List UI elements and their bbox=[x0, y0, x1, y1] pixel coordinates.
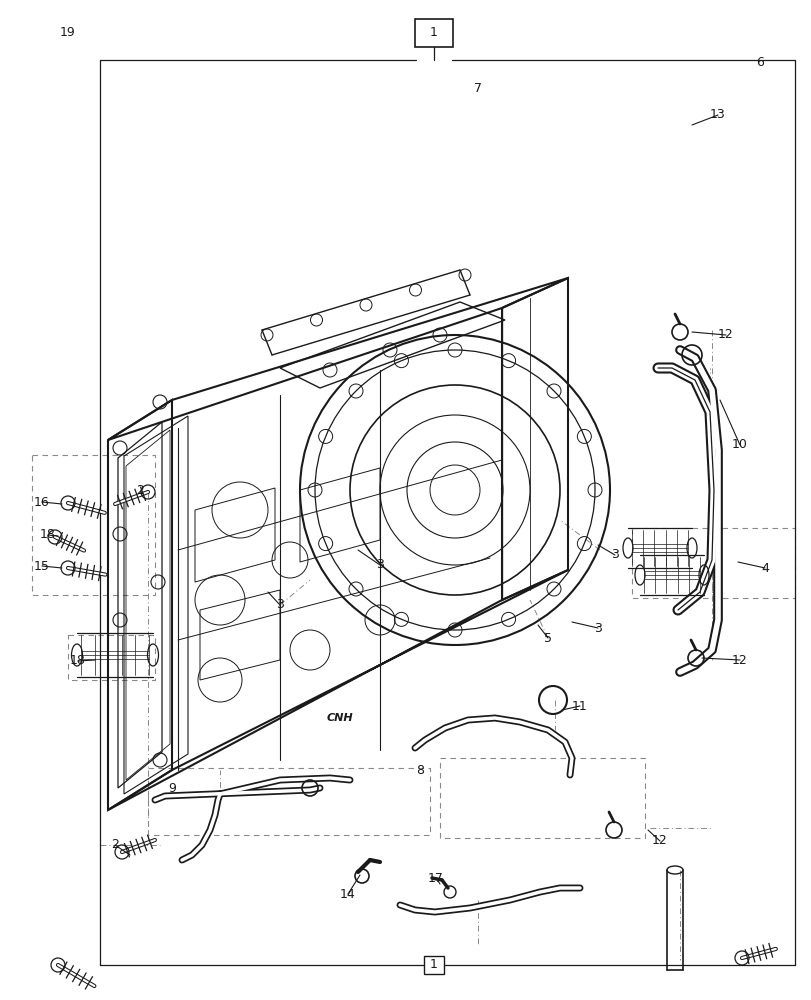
Text: 19: 19 bbox=[60, 25, 75, 38]
Text: 5: 5 bbox=[543, 632, 551, 645]
Text: 17: 17 bbox=[427, 871, 444, 884]
Text: 2: 2 bbox=[136, 484, 144, 496]
Text: 3: 3 bbox=[375, 558, 384, 572]
Text: 3: 3 bbox=[611, 548, 618, 562]
Text: 12: 12 bbox=[717, 328, 733, 342]
Text: 6: 6 bbox=[755, 55, 763, 68]
Text: CNH: CNH bbox=[326, 713, 353, 723]
Text: 11: 11 bbox=[572, 700, 587, 712]
Text: 1: 1 bbox=[430, 26, 437, 39]
Text: 3: 3 bbox=[276, 598, 284, 611]
Text: 12: 12 bbox=[651, 834, 667, 848]
Text: 7: 7 bbox=[474, 82, 482, 95]
Text: 3: 3 bbox=[594, 621, 601, 635]
Text: 9: 9 bbox=[168, 782, 176, 794]
Text: 18: 18 bbox=[40, 528, 56, 542]
Text: 16: 16 bbox=[34, 495, 49, 508]
Text: 12: 12 bbox=[732, 654, 747, 666]
Text: 14: 14 bbox=[340, 888, 355, 900]
Text: 4: 4 bbox=[760, 562, 768, 574]
Text: 15: 15 bbox=[34, 560, 49, 572]
Text: 2: 2 bbox=[111, 838, 118, 852]
Text: 8: 8 bbox=[415, 764, 423, 776]
Text: 10: 10 bbox=[732, 438, 747, 452]
Text: 1: 1 bbox=[430, 958, 437, 972]
Text: 13: 13 bbox=[710, 108, 725, 121]
FancyBboxPatch shape bbox=[423, 956, 444, 974]
Text: 18: 18 bbox=[70, 654, 86, 668]
FancyBboxPatch shape bbox=[414, 19, 453, 47]
